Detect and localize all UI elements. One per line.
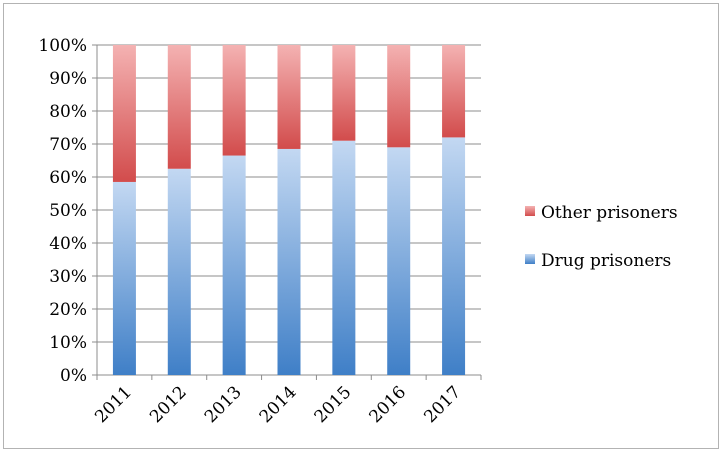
bar-other-prisoners [387,45,411,148]
x-tick-label: 2013 [201,382,246,427]
y-axis-tick-labels: 0% 10% 20% 30% 40% 50% 60% 70% 80% 90% 100% [38,36,87,386]
legend: Other prisoners Drug prisoners [525,203,678,271]
bar-other-prisoners [332,45,356,141]
y-tick-label: 20% [49,300,87,320]
x-tick-label: 2015 [311,382,356,427]
legend-item-other-prisoners-label: Other prisoners [541,203,678,223]
bar-drug-prisoners [332,140,356,375]
bar-drug-prisoners [222,155,246,375]
bar-other-prisoners [222,45,246,156]
bar-drug-prisoners [167,168,191,375]
y-tick-label: 100% [38,36,87,56]
bar-other-prisoners [167,45,191,169]
y-tick-label: 10% [49,333,87,353]
x-tick-label: 2016 [366,382,411,427]
bars [112,45,466,375]
bar-other-prisoners [442,45,466,138]
y-tick-label: 0% [60,366,87,386]
x-tick-label: 2012 [146,382,191,427]
bar-other-prisoners [277,45,301,149]
bar-drug-prisoners [112,181,136,375]
y-tick-label: 60% [49,168,87,188]
y-tick-label: 30% [49,267,87,287]
y-tick-label: 40% [49,234,87,254]
bar-drug-prisoners [277,148,301,375]
bar-drug-prisoners [387,147,411,375]
x-tick-label: 2014 [256,382,301,427]
legend-item-drug-prisoners-swatch [525,254,535,264]
legend-item-drug-prisoners-label: Drug prisoners [541,251,671,271]
x-tick-label: 2017 [420,382,465,427]
y-tick-label: 80% [49,102,87,122]
y-tick-label: 90% [49,69,87,89]
bar-other-prisoners [112,45,136,182]
y-tick-label: 70% [49,135,87,155]
x-axis-tick-labels: 2011 2012 2013 2014 2015 2016 2017 [91,382,465,427]
x-tick-label: 2011 [91,382,136,427]
legend-item-other-prisoners-swatch [525,206,535,216]
bar-drug-prisoners [442,137,466,375]
y-tick-label: 50% [49,201,87,221]
